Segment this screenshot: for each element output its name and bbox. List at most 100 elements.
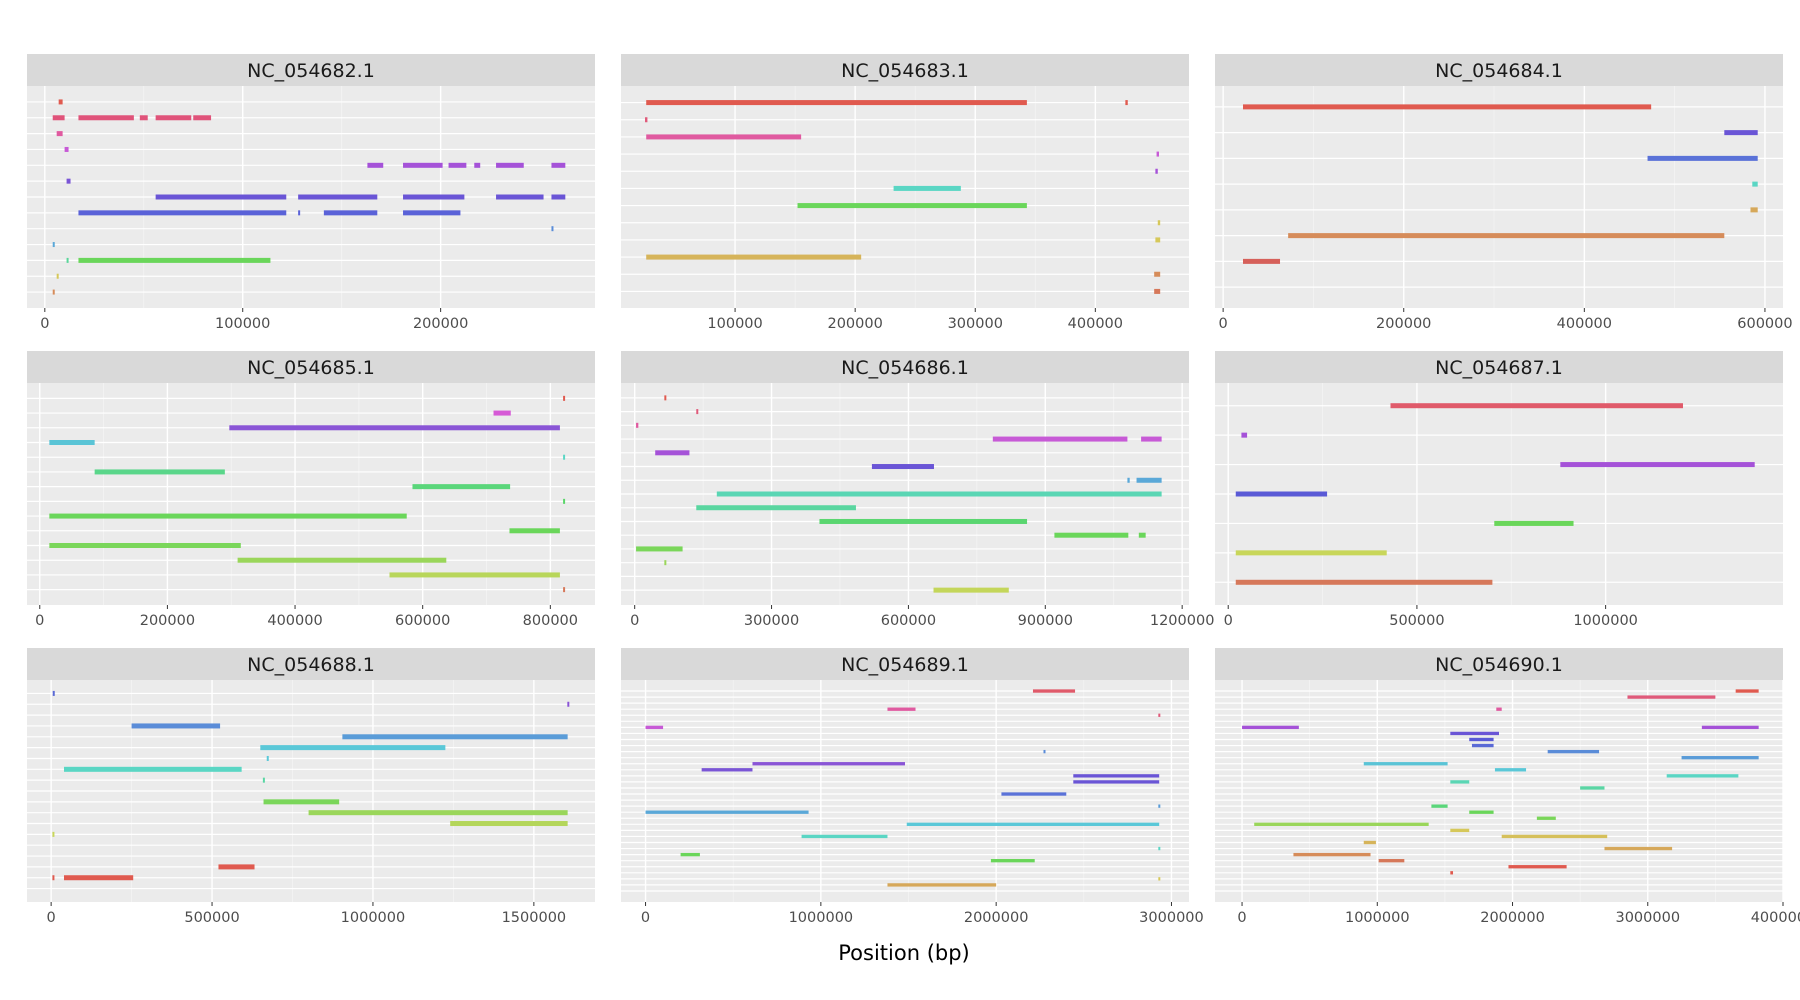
- x-tick-label: 0: [1224, 613, 1233, 629]
- segment-bar: [496, 162, 524, 168]
- segment-bar: [1032, 689, 1076, 693]
- panel-strip: [621, 351, 1189, 383]
- segment-bar: [551, 162, 566, 168]
- x-tick-label: 200000: [827, 316, 882, 332]
- segment-bar: [64, 146, 69, 152]
- segment-bar: [680, 852, 700, 857]
- x-tick-label: 0: [1237, 910, 1246, 926]
- segment-bar: [1450, 780, 1470, 784]
- segment-bar: [563, 395, 566, 401]
- segment-bar: [1627, 695, 1716, 699]
- segment-bar: [1001, 792, 1067, 796]
- panel-8: NC_054689.1 0 1000000 2000000 3000000: [621, 648, 1204, 926]
- panel-strip: [621, 54, 1189, 86]
- segment-bar: [990, 859, 1035, 863]
- segment-bar: [1043, 749, 1046, 754]
- segment-bar: [52, 242, 55, 248]
- x-tick-label: 300000: [744, 613, 799, 629]
- segment-bar: [1547, 749, 1600, 754]
- x-tick-label: 0: [35, 613, 44, 629]
- segment-bar: [1560, 462, 1755, 468]
- x-tick-label: 3000000: [1139, 910, 1204, 926]
- segment-bar: [52, 289, 55, 295]
- segment-bar: [49, 543, 241, 548]
- segment-bar: [323, 210, 378, 216]
- segment-bar: [1701, 725, 1759, 730]
- x-tick-label: 1000000: [1573, 613, 1638, 629]
- segment-bar: [509, 528, 560, 534]
- segment-bar: [887, 707, 916, 711]
- panel-title: NC_054683.1: [841, 60, 969, 82]
- segment-bar: [52, 690, 55, 696]
- segment-bar: [646, 134, 802, 140]
- panel-title: NC_054686.1: [841, 357, 969, 379]
- segment-bar: [551, 194, 566, 200]
- segment-bar: [645, 725, 664, 730]
- segment-bar: [1494, 520, 1574, 526]
- segment-bar: [551, 226, 554, 232]
- segment-bar: [78, 210, 287, 216]
- segment-bar: [567, 701, 570, 707]
- segment-bar: [701, 768, 753, 772]
- segment-bar: [1604, 846, 1673, 851]
- x-tick-label: 0: [641, 910, 650, 926]
- segment-bar: [1469, 737, 1494, 742]
- segment-bar: [696, 409, 699, 415]
- panel-3: NC_054684.1 0 200000 400000 600000: [1215, 54, 1793, 332]
- x-tick-label: 200000: [1376, 316, 1431, 332]
- segment-bar: [1054, 532, 1129, 538]
- x-tick-label: 200000: [140, 613, 195, 629]
- segment-bar: [563, 587, 566, 593]
- segment-bar: [716, 491, 1162, 497]
- segment-bar: [1390, 403, 1683, 409]
- segment-bar: [1750, 207, 1758, 213]
- segment-bar: [1450, 731, 1499, 736]
- segment-bar: [1156, 151, 1159, 157]
- segment-bar: [992, 436, 1128, 442]
- segment-bar: [801, 834, 888, 839]
- segment-bar: [1501, 834, 1608, 839]
- x-tick-label: 600000: [395, 613, 450, 629]
- panel-strip: [621, 648, 1189, 680]
- segment-bar: [155, 115, 192, 121]
- segment-bar: [1378, 859, 1405, 863]
- segment-bar: [131, 723, 221, 729]
- panel-strip: [1215, 351, 1783, 383]
- segment-bar: [1242, 258, 1281, 264]
- segment-bar: [646, 254, 862, 260]
- segment-bar: [56, 131, 63, 137]
- segment-bar: [49, 513, 407, 519]
- segment-bar: [1155, 168, 1158, 174]
- panel-title: NC_054687.1: [1435, 357, 1563, 379]
- segment-bar: [1469, 810, 1494, 814]
- segment-bar: [871, 464, 934, 470]
- x-tick-label: 1000000: [341, 910, 406, 926]
- plot-area: [621, 86, 1189, 308]
- x-tick-label: 500000: [1389, 613, 1444, 629]
- x-tick-label: 0: [630, 613, 639, 629]
- segment-bar: [298, 210, 301, 216]
- x-tick-label: 400000: [267, 613, 322, 629]
- segment-bar: [1647, 155, 1758, 161]
- segment-bar: [1450, 871, 1454, 875]
- x-tick-label: 0: [1219, 316, 1228, 332]
- segment-bar: [1363, 762, 1448, 766]
- segment-bar: [1242, 725, 1299, 730]
- segment-bar: [1363, 840, 1376, 845]
- segment-bar: [308, 810, 568, 816]
- segment-bar: [403, 162, 443, 168]
- segment-bar: [229, 425, 560, 431]
- x-tick-label: 1200000: [1150, 613, 1215, 629]
- segment-bar: [450, 821, 568, 827]
- segment-bar: [664, 560, 667, 566]
- x-tick-label: 2000000: [1480, 910, 1545, 926]
- panel-strip: [27, 54, 595, 86]
- segment-bar: [1735, 689, 1759, 693]
- segment-bar: [403, 210, 461, 216]
- x-tick-label: 400000: [1068, 316, 1123, 332]
- segment-bar: [237, 557, 447, 563]
- segment-bar: [563, 454, 566, 460]
- segment-bar: [1536, 816, 1556, 820]
- segment-bar: [636, 422, 639, 428]
